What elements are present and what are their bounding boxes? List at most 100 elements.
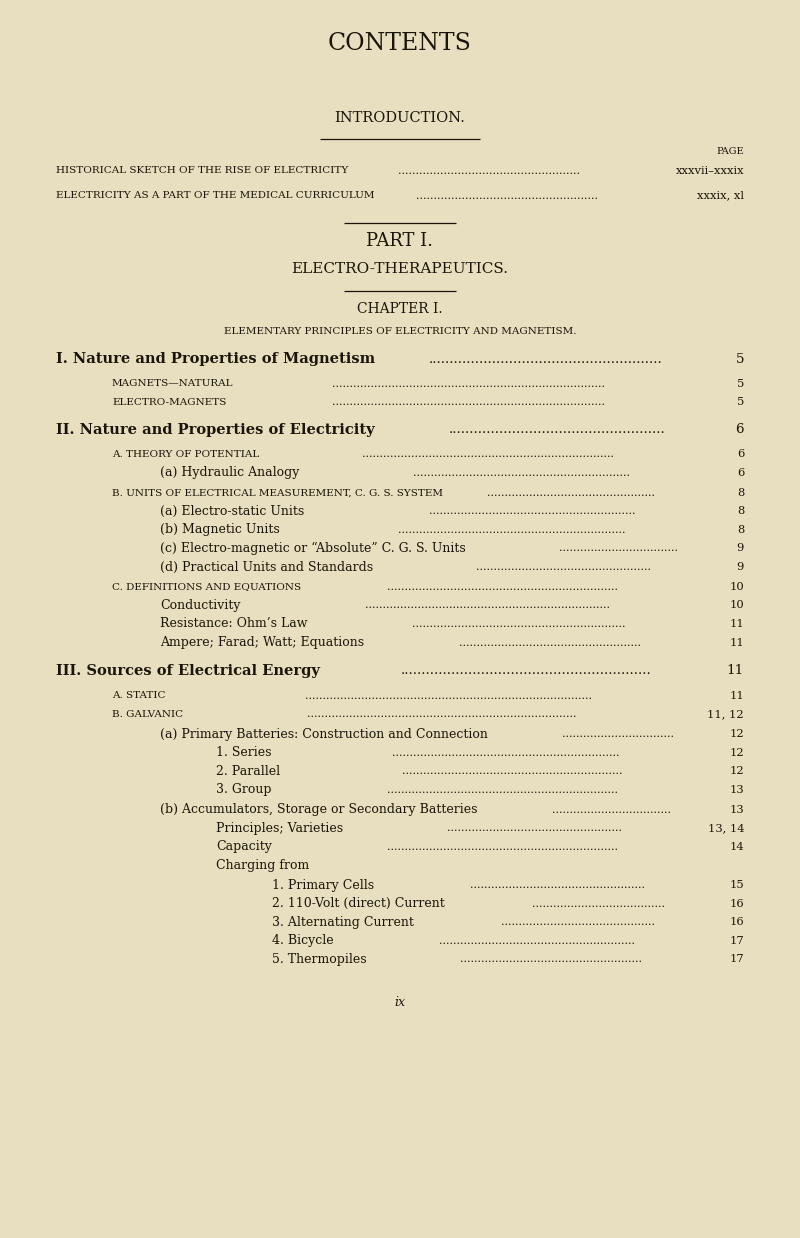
- Text: ELECTRO-MAGNETS: ELECTRO-MAGNETS: [112, 397, 226, 407]
- Text: 11, 12: 11, 12: [707, 709, 744, 719]
- Text: 8: 8: [737, 525, 744, 535]
- Text: 10: 10: [730, 582, 744, 592]
- Text: Capacity: Capacity: [216, 841, 272, 853]
- Text: Conductivity: Conductivity: [160, 599, 241, 612]
- Text: (a) Hydraulic Analogy: (a) Hydraulic Analogy: [160, 467, 299, 479]
- Text: II. Nature and Properties of Electricity: II. Nature and Properties of Electricity: [56, 422, 374, 437]
- Text: C. DEFINITIONS AND EQUATIONS: C. DEFINITIONS AND EQUATIONS: [112, 582, 301, 592]
- Text: 15: 15: [730, 880, 744, 890]
- Text: (a) Primary Batteries: Construction and Connection: (a) Primary Batteries: Construction and …: [160, 728, 488, 740]
- Text: III. Sources of Electrical Energy: III. Sources of Electrical Energy: [56, 664, 320, 678]
- Text: 1. Primary Cells: 1. Primary Cells: [272, 879, 374, 891]
- Text: ..............................................................................: ........................................…: [332, 397, 605, 407]
- Text: 6: 6: [737, 449, 744, 459]
- Text: (a) Electro-static Units: (a) Electro-static Units: [160, 505, 304, 517]
- Text: ........................................................................: ........................................…: [362, 449, 614, 459]
- Text: (b) Accumulators, Storage or Secondary Batteries: (b) Accumulators, Storage or Secondary B…: [160, 803, 478, 816]
- Text: 13: 13: [730, 785, 744, 795]
- Text: ...........................................................: ........................................…: [401, 665, 651, 677]
- Text: ..................................................: ........................................…: [447, 823, 622, 833]
- Text: 17: 17: [730, 954, 744, 964]
- Text: ......................................: ......................................: [532, 899, 666, 909]
- Text: ....................................................: ........................................…: [398, 166, 580, 176]
- Text: ............................................: ........................................…: [502, 917, 655, 927]
- Text: 9: 9: [737, 562, 744, 572]
- Text: 8: 8: [737, 506, 744, 516]
- Text: (d) Practical Units and Standards: (d) Practical Units and Standards: [160, 561, 373, 573]
- Text: 5: 5: [737, 397, 744, 407]
- Text: 5: 5: [735, 353, 744, 365]
- Text: ..................................: ..................................: [558, 543, 678, 553]
- Text: 3. Alternating Current: 3. Alternating Current: [272, 916, 414, 928]
- Text: A. THEORY OF POTENTIAL: A. THEORY OF POTENTIAL: [112, 449, 259, 459]
- Text: .............................................................: ........................................…: [412, 619, 626, 629]
- Text: 5: 5: [737, 379, 744, 389]
- Text: 5. Thermopiles: 5. Thermopiles: [272, 953, 366, 966]
- Text: .............................................................................: ........................................…: [307, 709, 576, 719]
- Text: HISTORICAL SKETCH OF THE RISE OF ELECTRICITY: HISTORICAL SKETCH OF THE RISE OF ELECTRI…: [56, 166, 348, 176]
- Text: B. GALVANIC: B. GALVANIC: [112, 709, 183, 719]
- Text: xxxix, xl: xxxix, xl: [697, 191, 744, 201]
- Text: 3. Group: 3. Group: [216, 784, 271, 796]
- Text: CHAPTER I.: CHAPTER I.: [357, 302, 443, 317]
- Text: ...........................................................: ........................................…: [429, 506, 635, 516]
- Text: B. UNITS OF ELECTRICAL MEASUREMENT, C. G. S. SYSTEM: B. UNITS OF ELECTRICAL MEASUREMENT, C. G…: [112, 488, 443, 498]
- Text: 13, 14: 13, 14: [707, 823, 744, 833]
- Text: 4. Bicycle: 4. Bicycle: [272, 935, 334, 947]
- Text: I. Nature and Properties of Magnetism: I. Nature and Properties of Magnetism: [56, 352, 375, 366]
- Text: ..................................................................: ........................................…: [386, 785, 618, 795]
- Text: ..................................: ..................................: [552, 805, 671, 815]
- Text: .................................................................: ........................................…: [398, 525, 626, 535]
- Text: (b) Magnetic Units: (b) Magnetic Units: [160, 524, 280, 536]
- Text: ..................................................: ........................................…: [470, 880, 645, 890]
- Text: ..................................................: ........................................…: [476, 562, 650, 572]
- Text: .................................................................: ........................................…: [392, 748, 619, 758]
- Text: ...................................................: ........................................…: [450, 423, 666, 436]
- Text: ....................................................: ........................................…: [460, 954, 642, 964]
- Text: ..............................................................................: ........................................…: [332, 379, 605, 389]
- Text: ..................................................................: ........................................…: [386, 842, 618, 852]
- Text: Principles; Varieties: Principles; Varieties: [216, 822, 343, 834]
- Text: (c) Electro-magnetic or “Absolute” C. G. S. Units: (c) Electro-magnetic or “Absolute” C. G.…: [160, 542, 466, 555]
- Text: PAGE: PAGE: [716, 146, 744, 156]
- Text: 14: 14: [730, 842, 744, 852]
- Text: 16: 16: [730, 899, 744, 909]
- Text: A. STATIC: A. STATIC: [112, 691, 166, 701]
- Text: xxxvii–xxxix: xxxvii–xxxix: [675, 166, 744, 176]
- Text: ................................: ................................: [562, 729, 674, 739]
- Text: PART I.: PART I.: [366, 233, 434, 250]
- Text: 11: 11: [730, 691, 744, 701]
- Text: ........................................................: ........................................…: [439, 936, 635, 946]
- Text: INTRODUCTION.: INTRODUCTION.: [334, 110, 466, 125]
- Text: 2. 110-Volt (direct) Current: 2. 110-Volt (direct) Current: [272, 898, 445, 910]
- Text: ....................................................: ........................................…: [416, 191, 598, 201]
- Text: MAGNETS—NATURAL: MAGNETS—NATURAL: [112, 379, 234, 389]
- Text: 12: 12: [730, 766, 744, 776]
- Text: ELEMENTARY PRINCIPLES OF ELECTRICITY AND MAGNETISM.: ELEMENTARY PRINCIPLES OF ELECTRICITY AND…: [224, 327, 576, 337]
- Text: 11: 11: [730, 619, 744, 629]
- Text: 11: 11: [726, 665, 744, 677]
- Text: 12: 12: [730, 748, 744, 758]
- Text: ................................................: ........................................…: [487, 488, 655, 498]
- Text: .......................................................: ........................................…: [429, 353, 662, 365]
- Text: 13: 13: [730, 805, 744, 815]
- Text: ..................................................................: ........................................…: [387, 582, 618, 592]
- Text: 9: 9: [737, 543, 744, 553]
- Text: 2. Parallel: 2. Parallel: [216, 765, 280, 777]
- Text: Ampere; Farad; Watt; Equations: Ampere; Farad; Watt; Equations: [160, 636, 364, 649]
- Text: ..............................................................: ........................................…: [414, 468, 630, 478]
- Text: Resistance: Ohm’s Law: Resistance: Ohm’s Law: [160, 618, 307, 630]
- Text: 1. Series: 1. Series: [216, 747, 271, 759]
- Text: 8: 8: [737, 488, 744, 498]
- Text: ...............................................................: ........................................…: [402, 766, 622, 776]
- Text: ......................................................................: ........................................…: [366, 600, 610, 610]
- Text: 6: 6: [735, 423, 744, 436]
- Text: CONTENTS: CONTENTS: [328, 32, 472, 54]
- Text: 12: 12: [730, 729, 744, 739]
- Text: 11: 11: [730, 638, 744, 647]
- Text: Charging from: Charging from: [216, 859, 310, 872]
- Text: 6: 6: [737, 468, 744, 478]
- Text: 10: 10: [730, 600, 744, 610]
- Text: ix: ix: [394, 997, 406, 1009]
- Text: ELECTRO-THERAPEUTICS.: ELECTRO-THERAPEUTICS.: [291, 261, 509, 276]
